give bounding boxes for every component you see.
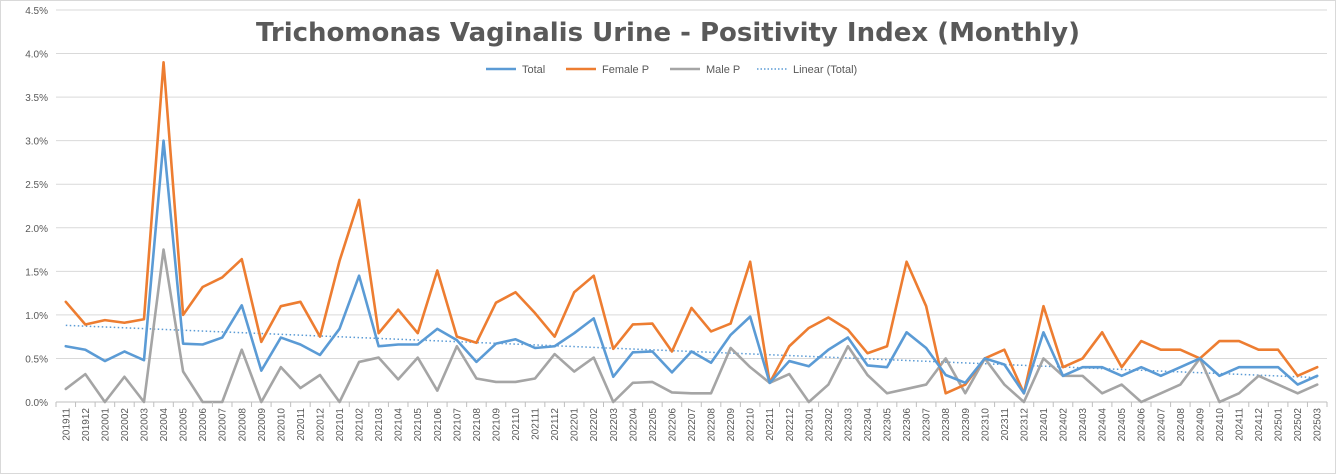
x-tick-label: 202302 — [824, 408, 835, 442]
x-tick-label: 202007 — [218, 408, 229, 442]
x-tick-label: 202503 — [1313, 408, 1324, 442]
x-tick-label: 202103 — [374, 408, 385, 442]
x-tick-label: 202104 — [394, 408, 405, 442]
y-tick-label: 2.0% — [25, 224, 48, 235]
x-tick-label: 202202 — [589, 408, 600, 442]
y-tick-label: 0.5% — [25, 354, 48, 365]
legend-item-total: Total — [486, 64, 545, 76]
trendline-linear-total — [65, 324, 1318, 379]
series-line-male — [64, 248, 1319, 404]
x-tick-label: 202102 — [355, 408, 366, 442]
y-tick-label: 3.5% — [25, 93, 48, 104]
x-tick-label: 202105 — [413, 408, 424, 442]
x-tick-label: 202308 — [941, 408, 952, 442]
x-tick-label: 202501 — [1274, 408, 1285, 442]
x-tick-label: 202210 — [746, 408, 757, 442]
y-tick-label: 1.0% — [25, 311, 48, 322]
legend-item-male: Male P — [670, 64, 740, 76]
legend-label-female: Female P — [602, 64, 649, 76]
x-tick-label: 202111 — [531, 408, 542, 440]
x-tick-label: 202304 — [863, 408, 874, 442]
x-tick-label: 202209 — [726, 408, 737, 442]
x-tick-label: 202405 — [1117, 408, 1128, 442]
x-tick-label: 202006 — [198, 408, 209, 442]
x-tick-label: 201911 — [61, 408, 72, 441]
x-tick-label: 202010 — [276, 408, 287, 442]
y-tick-label: 1.5% — [25, 267, 48, 278]
x-tick-label: 202001 — [100, 408, 111, 442]
y-tick-label: 2.5% — [25, 180, 48, 191]
x-tick-label: 202312 — [1019, 408, 1030, 442]
legend: Total Female P Male P Linear (Total) — [486, 64, 857, 76]
y-tick-label: 4.0% — [25, 50, 48, 61]
x-tick-label: 202005 — [179, 408, 190, 442]
x-tick-label: 202011 — [296, 408, 307, 441]
x-tick-label: 202212 — [785, 408, 796, 442]
x-tick-label: 202306 — [902, 408, 913, 442]
x-tick-label: 202403 — [1078, 408, 1089, 442]
x-tick-label: 202401 — [1039, 408, 1050, 442]
legend-label-total: Total — [522, 64, 545, 76]
x-tick-label: 202502 — [1293, 408, 1304, 442]
x-tick-label: 202303 — [843, 408, 854, 442]
x-tick-label: 202201 — [570, 408, 581, 442]
chart-title: Trichomonas Vaginalis Urine - Positivity… — [256, 18, 1080, 48]
series-line-female — [64, 60, 1319, 395]
x-tick-label: 202204 — [628, 408, 639, 442]
x-tick-label: 202203 — [609, 408, 620, 442]
x-tick-label: 202307 — [922, 408, 933, 442]
x-tick-label: 202206 — [667, 408, 678, 442]
x-tick-label: 202110 — [511, 408, 522, 441]
x-tick-label: 201912 — [81, 408, 92, 442]
legend-item-linear: Linear (Total) — [757, 64, 857, 76]
series-line-total — [64, 139, 1319, 395]
x-tick-label: 202408 — [1176, 408, 1187, 442]
y-tick-label: 4.5% — [25, 6, 48, 17]
legend-item-female: Female P — [566, 64, 649, 76]
x-tick-label: 202002 — [120, 408, 131, 442]
x-tick-label: 202305 — [883, 408, 894, 442]
x-tick-label: 202410 — [1215, 408, 1226, 442]
x-tick-label: 202003 — [139, 408, 150, 442]
x-tick-label: 202211 — [765, 408, 776, 441]
x-tick-label: 202411 — [1235, 408, 1246, 441]
x-tick-label: 202008 — [237, 408, 248, 442]
x-tick-label: 202112 — [550, 408, 561, 441]
x-tick-label: 202409 — [1195, 408, 1206, 442]
x-tick-label: 202406 — [1137, 408, 1148, 442]
legend-label-linear: Linear (Total) — [793, 64, 857, 76]
x-tick-label: 202009 — [257, 408, 268, 442]
x-tick-label: 202107 — [452, 408, 463, 442]
y-tick-label: 3.0% — [25, 137, 48, 148]
x-tick-label: 202106 — [433, 408, 444, 442]
x-tick-label: 202402 — [1059, 408, 1070, 442]
x-tick-label: 202412 — [1254, 408, 1265, 442]
x-tick-label: 202301 — [804, 408, 815, 442]
x-tick-label: 202310 — [980, 408, 991, 442]
x-tick-label: 202404 — [1098, 408, 1109, 442]
x-tick-label: 202205 — [648, 408, 659, 442]
x-tick-label: 202108 — [472, 408, 483, 442]
x-tick-label: 202407 — [1156, 408, 1167, 442]
legend-label-male: Male P — [706, 64, 740, 76]
x-tick-label: 202207 — [687, 408, 698, 442]
x-tick-label: 202109 — [491, 408, 502, 442]
x-tick-label: 202004 — [159, 408, 170, 442]
x-tick-label: 202012 — [315, 408, 326, 442]
x-tick-label: 202309 — [961, 408, 972, 442]
x-tick-label: 202208 — [707, 408, 718, 442]
x-tick-label: 202101 — [335, 408, 346, 442]
x-tick-label: 202311 — [1000, 408, 1011, 441]
y-tick-label: 0.0% — [25, 398, 48, 409]
